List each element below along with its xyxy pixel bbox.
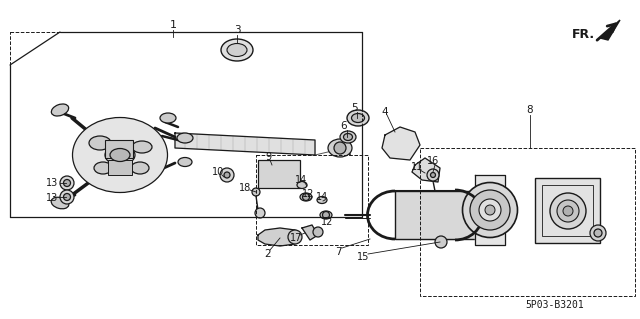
- Ellipse shape: [132, 141, 152, 153]
- Ellipse shape: [470, 190, 510, 230]
- Ellipse shape: [178, 158, 192, 167]
- Ellipse shape: [51, 197, 69, 209]
- Circle shape: [63, 194, 70, 201]
- Ellipse shape: [300, 193, 312, 201]
- Circle shape: [323, 211, 330, 219]
- Text: 12: 12: [321, 217, 333, 227]
- Ellipse shape: [340, 131, 356, 143]
- Ellipse shape: [72, 117, 168, 192]
- Circle shape: [224, 172, 230, 178]
- Polygon shape: [475, 175, 505, 245]
- Ellipse shape: [320, 211, 332, 219]
- Text: 18: 18: [239, 183, 251, 193]
- Text: 15: 15: [357, 252, 369, 262]
- Text: 4: 4: [381, 107, 388, 117]
- Ellipse shape: [463, 182, 518, 238]
- Circle shape: [63, 180, 70, 187]
- Text: 14: 14: [295, 175, 307, 185]
- Ellipse shape: [479, 199, 501, 221]
- Polygon shape: [382, 127, 420, 160]
- Ellipse shape: [177, 133, 193, 143]
- Ellipse shape: [344, 133, 353, 140]
- Ellipse shape: [557, 200, 579, 222]
- Bar: [420, 148, 635, 296]
- Ellipse shape: [94, 162, 112, 174]
- Text: 6: 6: [340, 121, 348, 131]
- Circle shape: [255, 208, 265, 218]
- Bar: [258, 160, 300, 188]
- Bar: [105, 140, 133, 158]
- Text: 8: 8: [527, 105, 533, 115]
- Ellipse shape: [351, 114, 365, 122]
- Ellipse shape: [89, 136, 111, 150]
- Circle shape: [313, 227, 323, 237]
- Bar: [395, 191, 495, 239]
- Bar: [542, 185, 593, 236]
- Circle shape: [60, 190, 74, 204]
- Bar: [256, 155, 368, 245]
- Circle shape: [303, 194, 310, 201]
- Circle shape: [427, 169, 439, 181]
- Polygon shape: [302, 225, 318, 240]
- Ellipse shape: [347, 110, 369, 126]
- Ellipse shape: [51, 104, 68, 116]
- Text: 14: 14: [316, 192, 328, 202]
- Circle shape: [435, 236, 447, 248]
- Text: 13: 13: [46, 193, 58, 203]
- Circle shape: [288, 230, 302, 244]
- Ellipse shape: [485, 205, 495, 215]
- Circle shape: [334, 142, 346, 154]
- Text: 2: 2: [265, 249, 271, 259]
- Text: 1: 1: [170, 20, 177, 30]
- Ellipse shape: [110, 149, 130, 161]
- Circle shape: [252, 188, 260, 196]
- Circle shape: [594, 229, 602, 237]
- Polygon shape: [600, 20, 620, 40]
- Circle shape: [220, 168, 234, 182]
- Text: 16: 16: [427, 156, 439, 166]
- Text: 5: 5: [352, 103, 358, 113]
- Bar: [108, 160, 132, 175]
- Polygon shape: [175, 133, 315, 155]
- Ellipse shape: [550, 193, 586, 229]
- Text: 10: 10: [212, 167, 224, 177]
- Ellipse shape: [297, 182, 307, 189]
- Ellipse shape: [221, 39, 253, 61]
- Text: 12: 12: [302, 189, 314, 199]
- Ellipse shape: [563, 206, 573, 216]
- Text: 5P03-B3201: 5P03-B3201: [525, 300, 584, 310]
- Text: 13: 13: [46, 178, 58, 188]
- Circle shape: [431, 173, 435, 177]
- Polygon shape: [412, 158, 440, 182]
- Text: FR.: FR.: [572, 28, 595, 41]
- Circle shape: [60, 176, 74, 190]
- Text: 17: 17: [290, 233, 302, 243]
- Ellipse shape: [105, 145, 135, 165]
- Text: 7: 7: [335, 247, 341, 257]
- Ellipse shape: [160, 113, 176, 123]
- Text: 3: 3: [234, 25, 240, 35]
- Polygon shape: [258, 228, 295, 246]
- Bar: [10, 32, 362, 217]
- Ellipse shape: [317, 197, 327, 204]
- Text: 9: 9: [265, 152, 271, 162]
- Ellipse shape: [227, 43, 247, 56]
- Ellipse shape: [328, 139, 352, 157]
- Ellipse shape: [131, 162, 149, 174]
- Text: 11: 11: [411, 162, 423, 172]
- FancyArrowPatch shape: [597, 24, 616, 40]
- Circle shape: [590, 225, 606, 241]
- Bar: [535, 178, 600, 243]
